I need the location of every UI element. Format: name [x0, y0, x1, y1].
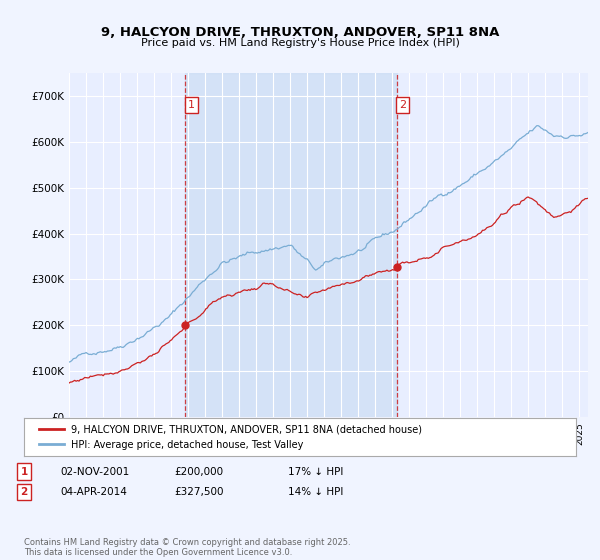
- Text: Contains HM Land Registry data © Crown copyright and database right 2025.
This d: Contains HM Land Registry data © Crown c…: [24, 538, 350, 557]
- Text: 1: 1: [20, 466, 28, 477]
- Text: 14% ↓ HPI: 14% ↓ HPI: [288, 487, 343, 497]
- Text: 04-APR-2014: 04-APR-2014: [60, 487, 127, 497]
- Text: £327,500: £327,500: [174, 487, 223, 497]
- Text: 02-NOV-2001: 02-NOV-2001: [60, 466, 129, 477]
- Legend: 9, HALCYON DRIVE, THRUXTON, ANDOVER, SP11 8NA (detached house), HPI: Average pri: 9, HALCYON DRIVE, THRUXTON, ANDOVER, SP1…: [34, 419, 427, 455]
- Text: 9, HALCYON DRIVE, THRUXTON, ANDOVER, SP11 8NA: 9, HALCYON DRIVE, THRUXTON, ANDOVER, SP1…: [101, 26, 499, 39]
- Text: £200,000: £200,000: [174, 466, 223, 477]
- Text: 17% ↓ HPI: 17% ↓ HPI: [288, 466, 343, 477]
- Text: 1: 1: [188, 100, 195, 110]
- Text: Price paid vs. HM Land Registry's House Price Index (HPI): Price paid vs. HM Land Registry's House …: [140, 38, 460, 48]
- Text: 2: 2: [20, 487, 28, 497]
- Text: 2: 2: [399, 100, 406, 110]
- Bar: [185, 73, 397, 417]
